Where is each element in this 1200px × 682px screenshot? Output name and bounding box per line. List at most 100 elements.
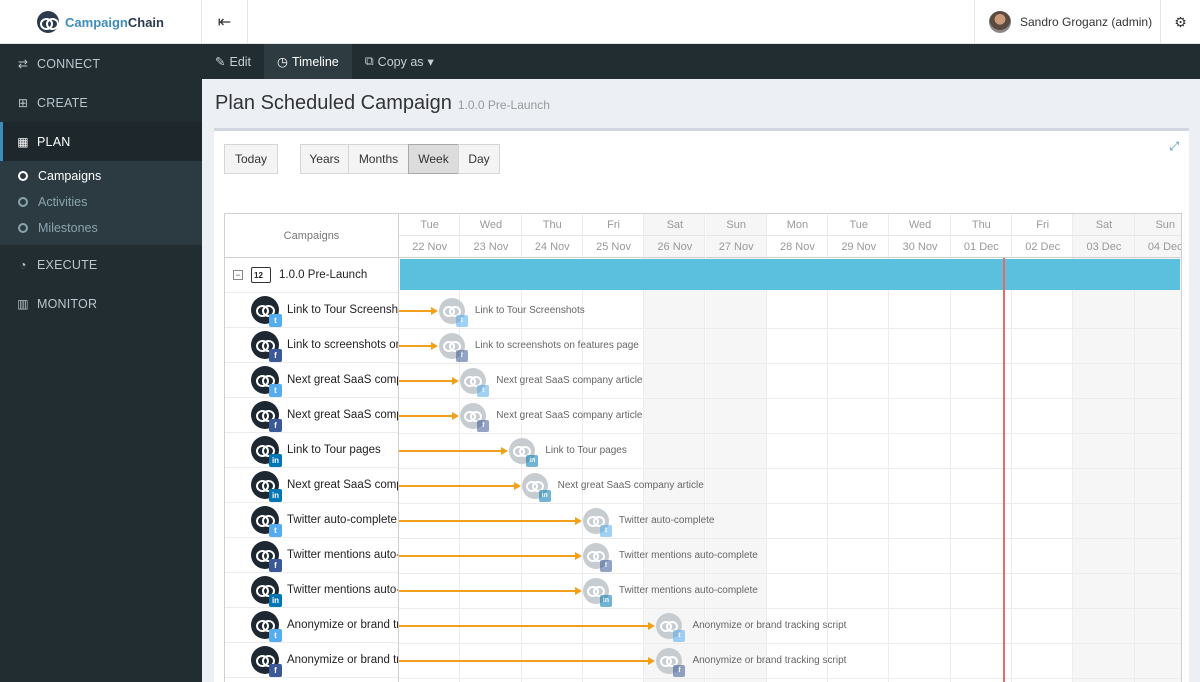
activity-marker-icon[interactable]: f	[656, 647, 686, 677]
scale-date: 30 Nov	[889, 236, 951, 258]
activity-icon: in	[251, 436, 282, 467]
tab-label: Copy as	[377, 54, 424, 69]
activity-marker-icon[interactable]: t	[582, 507, 612, 537]
scale-day-button[interactable]: Day	[458, 144, 500, 174]
scale-years-button[interactable]: Years	[300, 144, 349, 174]
scale-months-button[interactable]: Months	[348, 144, 409, 174]
tab-label: Timeline	[291, 54, 339, 69]
arrow-head-icon	[574, 551, 582, 560]
sidebar-item-plan[interactable]: ▦ PLAN	[0, 122, 202, 161]
user-menu[interactable]: Sandro Groganz (admin)	[974, 0, 1160, 44]
campaign-name: 1.0.0 Pre-Launch	[279, 269, 368, 281]
facebook-icon: f	[599, 559, 612, 572]
linkedin-icon: in	[526, 454, 539, 467]
arrow-head-icon	[452, 411, 460, 420]
activity-marker-icon[interactable]: in	[582, 577, 612, 607]
sidebar-item-create[interactable]: ⊞ CREATE	[0, 83, 202, 122]
plus-square-icon: ⊞	[17, 95, 29, 110]
activity-name: Next great SaaS company article	[287, 374, 398, 386]
bar-chart-icon: ▥	[17, 296, 29, 311]
activity-marker-icon[interactable]: f	[582, 542, 612, 572]
twitter-icon: t	[269, 314, 282, 327]
activity-row[interactable]: t Anonymize or brand tracking script	[225, 608, 398, 643]
grid-rows: − 1.0.0 Pre-Launch t Link to Tour Screens…	[225, 258, 399, 682]
campaignchain-logo-icon	[37, 11, 60, 33]
scale-day-of-week: Thu	[521, 214, 583, 236]
today-button[interactable]: Today	[224, 144, 278, 174]
scale-week-button[interactable]: Week	[408, 144, 459, 174]
copy-as-dropdown[interactable]: ⧉ Copy as ▾	[352, 44, 447, 79]
activity-row[interactable]: f Twitter mentions auto-complete	[225, 538, 398, 573]
scale-day-of-week: Sat	[1073, 214, 1135, 236]
collapse-icon[interactable]: −	[233, 270, 243, 280]
page-title: Plan Scheduled Campaign 1.0.0 Pre-Launch	[215, 92, 550, 115]
activity-name: Twitter mentions auto-complete	[287, 584, 398, 596]
activity-name: Next great SaaS company article	[287, 479, 398, 491]
gantt-chart: Campaigns − 1.0.0 Pre-Launch t Link to To…	[224, 213, 1182, 682]
dependency-arrow	[399, 449, 502, 452]
expand-icon[interactable]: ⤢	[1169, 139, 1179, 153]
activity-marker-icon[interactable]: f	[438, 332, 468, 362]
activity-row[interactable]: t Twitter auto-complete	[225, 503, 398, 538]
activity-icon: f	[251, 541, 282, 572]
sidebar-subitem-milestones[interactable]: Milestones	[0, 215, 202, 241]
scale-day-of-week: Wed	[460, 214, 522, 236]
activity-icon: in	[251, 471, 282, 502]
scale-day-of-week: Sun	[705, 214, 767, 236]
row-separator	[399, 678, 1181, 679]
activity-marker-icon[interactable]: in	[509, 437, 539, 467]
campaign-row[interactable]: − 1.0.0 Pre-Launch	[225, 258, 398, 293]
sidebar-item-label: EXECUTE	[37, 257, 98, 272]
logo[interactable]: CampaignChain	[0, 0, 202, 44]
dependency-arrow	[399, 624, 649, 627]
activity-marker-icon[interactable]: t	[438, 297, 468, 327]
activity-marker-icon[interactable]: t	[656, 612, 686, 642]
dependency-arrow	[399, 519, 575, 522]
activity-name: Link to screenshots on features page	[287, 339, 398, 351]
sidebar-subitem-activities[interactable]: Activities	[0, 189, 202, 215]
edit-icon: ✎	[215, 55, 226, 69]
activity-name: Anonymize or brand tracking script	[287, 654, 398, 666]
activity-row[interactable]: f Link to screenshots on features page	[225, 328, 398, 363]
copy-icon: ⧉	[364, 54, 374, 68]
menu-collapse-icon[interactable]: ⇤	[202, 0, 248, 44]
header-spacer	[248, 0, 974, 43]
activity-row[interactable]: t Next great SaaS company article	[225, 363, 398, 398]
scale-date: 24 Nov	[521, 236, 583, 258]
activity-row[interactable]: f Next great SaaS company article	[225, 398, 398, 433]
campaign-bar[interactable]	[400, 259, 1180, 290]
linkedin-icon: in	[269, 489, 282, 502]
activity-marker-label: Anonymize or brand tracking script	[692, 619, 847, 631]
sidebar-item-label: PLAN	[37, 134, 71, 149]
activity-marker-icon[interactable]: in	[521, 472, 551, 502]
activity-row[interactable]: t Link to Tour Screenshots	[225, 293, 398, 328]
row-separator	[399, 538, 1181, 539]
activity-row[interactable]: in Twitter mentions auto-complete	[225, 573, 398, 608]
sidebar-item-connect[interactable]: ⇄ CONNECT	[0, 44, 202, 83]
linkedin-icon: in	[538, 489, 551, 502]
scheduled-campaign-icon	[251, 267, 271, 283]
activity-row[interactable]: in Link to Tour pages	[225, 433, 398, 468]
day-column	[1012, 214, 1074, 682]
tab-edit[interactable]: ✎ Edit	[202, 44, 264, 79]
activity-icon: f	[251, 331, 282, 362]
user-name: Sandro Groganz (admin)	[1020, 15, 1153, 29]
day-column	[399, 214, 461, 682]
activity-marker-icon[interactable]: t	[460, 367, 490, 397]
activity-marker-icon[interactable]: f	[460, 402, 490, 432]
cogs-icon[interactable]: ⚙	[1160, 0, 1200, 44]
top-bar: CampaignChain ⇤ Sandro Groganz (admin) ⚙	[0, 0, 1200, 44]
sidebar-item-execute[interactable]: ◔ EXECUTE	[0, 245, 202, 284]
row-separator	[399, 328, 1181, 329]
sidebar-item-monitor[interactable]: ▥ MONITOR	[0, 284, 202, 323]
scale-date: 04 Dec	[1134, 236, 1181, 258]
activity-row[interactable]: f Anonymize or brand tracking script	[225, 643, 398, 678]
activity-row[interactable]: in Next great SaaS company article	[225, 468, 398, 503]
activity-name: Next great SaaS company article	[287, 409, 398, 421]
tab-timeline[interactable]: ◷ Timeline	[264, 44, 352, 79]
activity-icon: t	[251, 611, 282, 642]
sidebar-subitem-campaigns[interactable]: Campaigns	[0, 163, 202, 189]
grid-header: Campaigns	[225, 214, 399, 258]
facebook-icon: f	[269, 419, 282, 432]
scale-day-of-week: Fri	[1012, 214, 1074, 236]
